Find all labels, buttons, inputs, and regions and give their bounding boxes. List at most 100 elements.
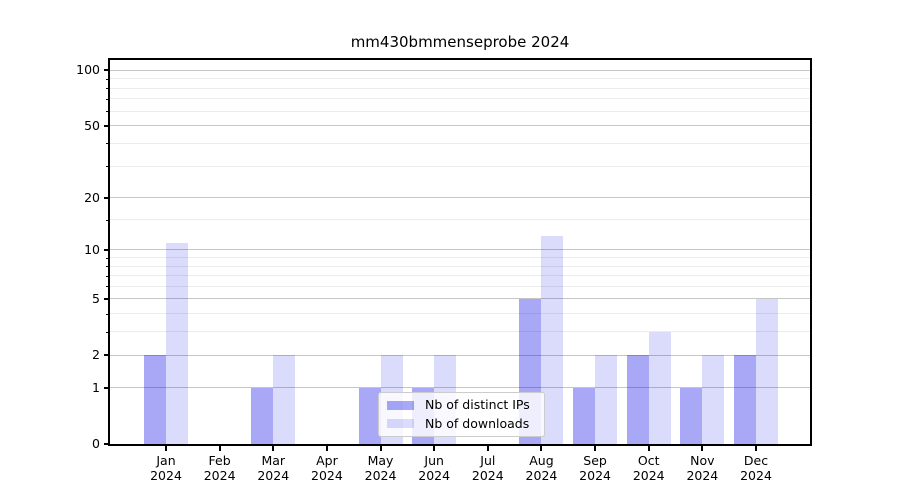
x-tick-label: Nov 2024 <box>670 453 734 483</box>
y-tick-label: 20 <box>84 189 100 205</box>
x-tick <box>540 446 543 451</box>
y-tick-minor <box>106 98 110 100</box>
y-tick-label: 100 <box>76 62 100 78</box>
y-tick <box>104 386 110 389</box>
legend-label-distinct-ips: Nb of distinct IPs <box>425 397 530 413</box>
x-tick-year: 2024 <box>686 468 719 483</box>
bar-downloads-aug <box>541 236 564 444</box>
x-tick-label: Dec 2024 <box>724 453 788 483</box>
bar-distinct-ips-may <box>358 387 381 444</box>
x-tick-month: Jan <box>156 453 176 468</box>
x-tick-label: Apr 2024 <box>295 453 359 483</box>
x-tick-month: Aug <box>529 453 554 468</box>
gridline-major <box>110 387 810 389</box>
bar-downloads-nov <box>702 355 725 444</box>
x-tick-label: Jan 2024 <box>134 453 198 483</box>
x-tick-month: Dec <box>743 453 769 468</box>
x-tick-label: Aug 2024 <box>509 453 573 483</box>
x-tick-year: 2024 <box>525 468 558 483</box>
x-tick-month: May <box>367 453 394 468</box>
x-tick <box>755 446 757 451</box>
x-tick <box>486 446 489 451</box>
y-tick-minor <box>106 88 110 90</box>
gridline-minor <box>110 285 810 287</box>
x-tick-month: Mar <box>261 453 286 468</box>
x-tick-year: 2024 <box>257 468 290 483</box>
bar-downloads-jan <box>166 242 188 444</box>
gridline-minor <box>110 165 810 167</box>
x-tick <box>325 446 328 451</box>
gridline-minor <box>110 265 810 267</box>
x-tick-year: 2024 <box>579 468 611 483</box>
bar-distinct-ips-sep <box>573 387 596 444</box>
y-tick-minor <box>106 219 110 221</box>
x-tick-month: Nov <box>690 453 715 468</box>
y-tick-minor <box>106 166 110 167</box>
gridline-minor <box>110 98 810 100</box>
legend-swatch-downloads <box>387 419 414 429</box>
plot-area <box>110 60 810 444</box>
gridline-minor <box>110 257 810 259</box>
y-tick-minor <box>106 257 110 259</box>
x-tick-month: Oct <box>637 453 660 468</box>
y-tick-minor <box>106 313 110 315</box>
x-tick-month: Apr <box>316 453 338 468</box>
y-tick-minor <box>106 111 110 113</box>
x-tick-month: Jul <box>480 453 496 468</box>
gridline-major <box>110 354 810 356</box>
y-tick-label: 2 <box>92 347 100 363</box>
y-tick-minor <box>106 266 110 268</box>
bar-distinct-ips-jan <box>144 355 166 444</box>
x-tick-label: May 2024 <box>349 453 413 483</box>
legend-swatch-distinct-ips <box>387 400 414 410</box>
gridline-major <box>110 249 810 251</box>
x-tick <box>594 446 597 451</box>
gridline-minor <box>110 78 810 80</box>
bar-downloads-oct <box>648 331 671 444</box>
y-tick <box>104 124 110 127</box>
x-tick-label: Jun 2024 <box>402 453 466 483</box>
x-tick <box>647 446 650 451</box>
x-tick-year: 2024 <box>150 468 182 483</box>
gridline-minor <box>110 142 810 144</box>
y-tick-minor <box>106 286 110 288</box>
y-tick-label: 10 <box>84 241 100 257</box>
y-tick <box>104 69 110 72</box>
gridline-major <box>110 197 810 199</box>
x-tick <box>272 446 275 451</box>
x-tick-year: 2024 <box>740 468 772 483</box>
y-tick <box>104 443 110 445</box>
y-tick-minor <box>106 78 110 80</box>
x-tick-month: Jun <box>424 453 444 468</box>
x-tick-year: 2024 <box>632 468 665 483</box>
gridline-major <box>110 298 810 300</box>
chart-title: mm430bmmenseprobe 2024 <box>350 33 570 51</box>
x-tick-year: 2024 <box>364 468 397 483</box>
y-tick-minor <box>106 275 110 277</box>
bar-distinct-ips-oct <box>626 355 649 444</box>
x-tick <box>701 446 704 451</box>
gridline-minor <box>110 313 810 315</box>
legend-label-downloads: Nb of downloads <box>425 415 530 431</box>
x-tick-year: 2024 <box>311 468 343 483</box>
x-tick <box>218 446 221 451</box>
gridline-minor <box>110 87 810 89</box>
legend: Nb of distinct IPs Nb of downloads <box>378 392 545 437</box>
y-tick-label: 1 <box>92 379 100 395</box>
x-tick-month: Feb <box>208 453 231 468</box>
y-tick <box>104 297 110 300</box>
legend-item: Nb of distinct IPs <box>387 398 536 412</box>
bar-downloads-sep <box>595 355 618 444</box>
gridline-minor <box>110 110 810 112</box>
y-tick-label: 50 <box>84 117 100 133</box>
x-tick <box>379 446 382 451</box>
y-tick <box>104 248 110 251</box>
gridline-minor <box>110 219 810 221</box>
bar-downloads-dec <box>756 298 778 444</box>
x-tick-label: Jul 2024 <box>456 453 520 483</box>
bar-distinct-ips-nov <box>680 387 703 444</box>
y-tick <box>104 196 110 199</box>
gridline-minor <box>110 331 810 333</box>
x-tick-year: 2024 <box>418 468 451 483</box>
